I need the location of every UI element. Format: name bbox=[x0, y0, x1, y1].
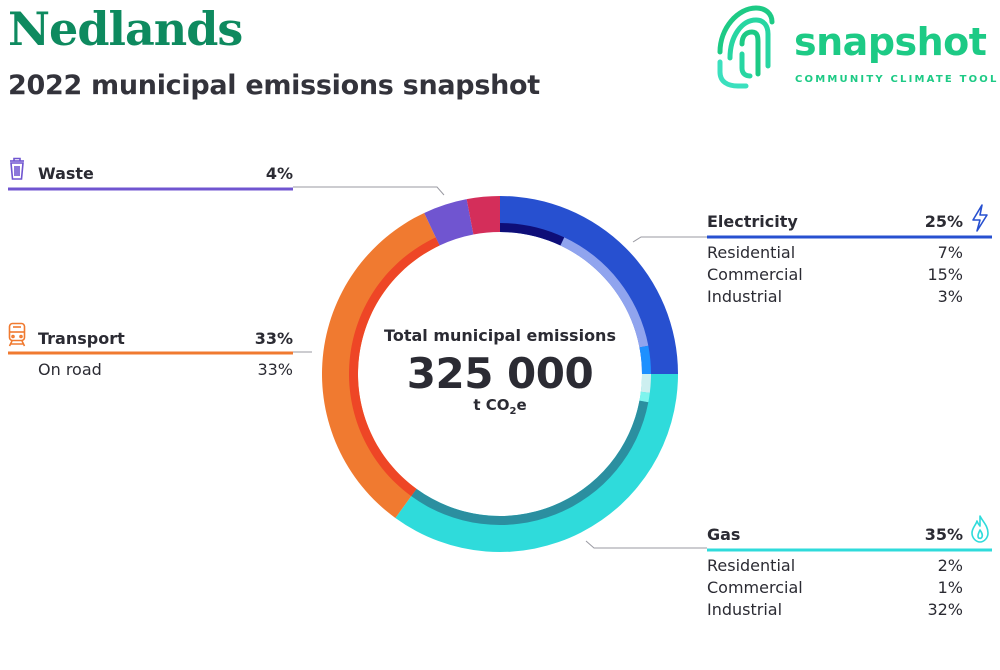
train-icon bbox=[8, 322, 26, 347]
legend-electricity-row: Residential 7% bbox=[707, 243, 963, 262]
total-unit: t CO2e bbox=[473, 396, 527, 417]
legend-transport: Transport 33% On road 33% bbox=[38, 329, 293, 381]
legend-waste-name: Waste bbox=[38, 164, 94, 183]
subcategory-ring bbox=[348, 223, 651, 526]
subsegment-gas-commercial bbox=[639, 391, 650, 403]
leader-electricity bbox=[632, 236, 707, 243]
leader-gas bbox=[585, 540, 707, 549]
legend-electricity-row: Industrial 3% bbox=[707, 287, 963, 306]
subsegment-electricity-industrial bbox=[639, 345, 651, 374]
subsegment-gas-industrial bbox=[411, 400, 649, 526]
fingerprint-logo-icon bbox=[717, 5, 775, 89]
segment-other bbox=[466, 196, 500, 235]
legend-transport-row: On road 33% bbox=[38, 360, 293, 379]
legend-gas-name: Gas bbox=[707, 525, 741, 544]
legend-gas-row: Commercial 1% bbox=[707, 578, 963, 597]
lightning-icon bbox=[972, 204, 988, 232]
legend-gas: Gas 35% Residential 2% Commercial 1% Ind… bbox=[707, 525, 963, 621]
flame-icon bbox=[971, 515, 989, 543]
total-label: Total municipal emissions bbox=[384, 326, 616, 345]
legend-gas-row: Residential 2% bbox=[707, 556, 963, 575]
category-ring bbox=[322, 196, 678, 552]
subsegment-gas-residential bbox=[640, 374, 651, 393]
page-subtitle: 2022 municipal emissions snapshot bbox=[8, 70, 540, 101]
leader-lines bbox=[293, 186, 707, 549]
subsegment-electricity-residential bbox=[500, 223, 565, 246]
donut-center: Total municipal emissions 325 000 t CO2e bbox=[380, 326, 620, 417]
trash-icon bbox=[10, 157, 24, 180]
segment-transport bbox=[322, 212, 440, 519]
segment-electricity bbox=[500, 196, 678, 374]
legend-gas-row: Industrial 32% bbox=[707, 600, 963, 619]
subsegment-transport-on-road bbox=[348, 237, 440, 497]
segment-waste bbox=[424, 199, 474, 246]
legend-gas-value: 35% bbox=[924, 525, 963, 544]
logo-tagline: COMMUNITY CLIMATE TOOL bbox=[795, 74, 999, 85]
logo-wordmark: snapshot bbox=[794, 20, 987, 64]
legend-waste-value: 4% bbox=[265, 164, 293, 183]
legend-electricity-row: Commercial 15% bbox=[707, 265, 963, 284]
snapshot-logo: snapshot COMMUNITY CLIMATE TOOL bbox=[712, 0, 1000, 92]
legend-waste: Waste 4% bbox=[38, 164, 293, 185]
segment-gas bbox=[395, 374, 678, 552]
page-title: Nedlands bbox=[8, 2, 243, 56]
leader-waste bbox=[293, 186, 445, 196]
total-value: 325 000 bbox=[406, 349, 594, 398]
subsegment-electricity-commercial bbox=[560, 237, 649, 348]
legend-electricity: Electricity 25% Residential 7% Commercia… bbox=[707, 212, 963, 308]
legend-electricity-name: Electricity bbox=[707, 212, 798, 231]
legend-transport-value: 33% bbox=[254, 329, 293, 348]
legend-electricity-value: 25% bbox=[924, 212, 963, 231]
legend-transport-name: Transport bbox=[38, 329, 125, 348]
legend-rules bbox=[8, 187, 992, 552]
